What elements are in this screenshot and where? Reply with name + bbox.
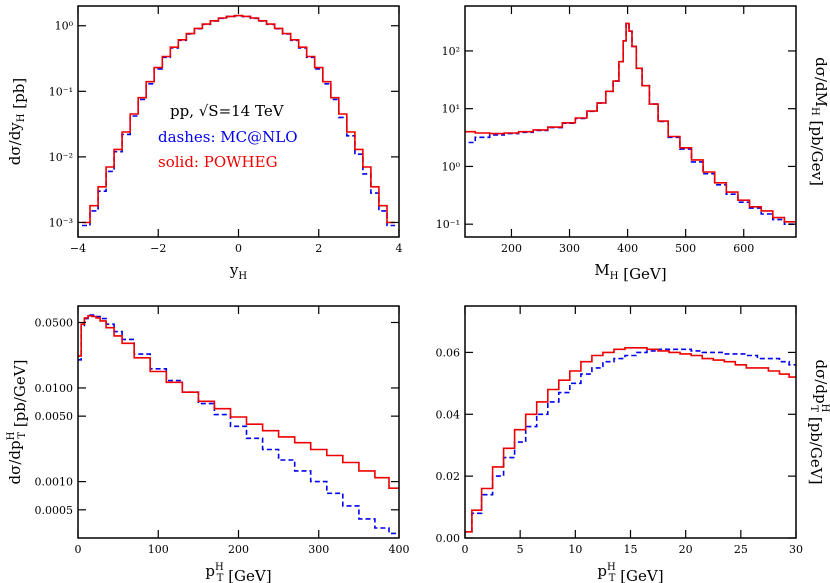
panel-pt-low: 0 5 10 15 20 25 30 0.00 0.02 0.04 0.06 pH T [GeV] dσ/… [436, 305, 830, 583]
x-tick-label: 600 [733, 242, 754, 255]
series-powheg-line [465, 347, 796, 533]
x-axis-label: pH T [GeV] [205, 562, 271, 583]
x-tick-label: 10 [568, 543, 582, 556]
x-tick-label: 15 [624, 543, 638, 556]
x-tick-label: 400 [389, 543, 410, 556]
series-mcnlo-line [465, 22, 796, 225]
y-tick-label: 10⁰ [442, 160, 461, 173]
series-mcnlo-line [78, 314, 399, 535]
y-tick-label: 0.0050 [35, 410, 74, 423]
panel-pt-wide: 0 100 200 300 400 0.0005 0.0010 0.0050 0.0100 0.0… [6, 305, 410, 583]
y-tick-label: 0.02 [436, 470, 461, 483]
x-tick-label: 100 [148, 543, 169, 556]
annotation-powheg: solid: POWHEG [158, 153, 278, 171]
y-tick-label: 0.0100 [35, 382, 74, 395]
plot-frame [77, 305, 400, 539]
x-tick-label: −2 [150, 242, 166, 255]
x-tick-label: 2 [315, 242, 322, 255]
y-tick-label: 0.06 [436, 346, 461, 359]
annotation: pp, √S=14 TeV dashes: MC@NLO solid: POWH… [158, 102, 298, 171]
series-powheg-line [78, 315, 399, 489]
plot-frame [464, 5, 797, 238]
x-tick-label: 200 [501, 242, 522, 255]
y-axis-label: dσ/dpHT [pb/GeV] [807, 360, 830, 485]
x-tick-label: 20 [679, 543, 693, 556]
y-tick-label: 0.00 [436, 532, 461, 545]
x-tick-label: 4 [396, 242, 403, 255]
panel-mass: 200 300 400 500 600 10⁻¹ 10⁰ 10¹ 10² MH [GeV] dσ/d… [436, 5, 830, 283]
y-tick-label: 0.04 [436, 408, 461, 421]
annotation-energy: pp, √S=14 TeV [170, 102, 285, 120]
y-axis-label: dσ/dMH [pb/Gev] [808, 57, 830, 186]
plot-frame [77, 5, 400, 238]
plot-frame [464, 305, 797, 539]
x-tick-label: −4 [70, 242, 86, 255]
y-tick-label: 10⁻³ [49, 216, 73, 229]
y-tick-label: 10¹ [442, 103, 460, 116]
series-mcnlo-line [82, 15, 395, 227]
x-tick-label: 0 [235, 242, 242, 255]
x-tick-label: 30 [789, 543, 803, 556]
annotation-mcatnlo: dashes: MC@NLO [158, 128, 298, 146]
y-tick-label: 0.0500 [35, 316, 74, 329]
y-tick-label: 10⁰ [55, 20, 74, 33]
y-tick-label: 0.0005 [35, 504, 74, 517]
x-tick-label: 0 [75, 543, 82, 556]
x-tick-label: 300 [559, 242, 580, 255]
y-tick-label: 10² [442, 45, 460, 58]
y-tick-label: 10⁻¹ [49, 85, 73, 98]
series-mcnlo-line [465, 348, 796, 533]
x-tick-label: 5 [517, 543, 524, 556]
x-tick-label: 200 [228, 543, 249, 556]
x-axis-label: pH T [GeV] [597, 562, 663, 583]
x-tick-label: 0 [462, 543, 469, 556]
y-tick-label: 0.0010 [35, 476, 74, 489]
y-tick-label: 10⁻¹ [436, 218, 460, 231]
y-axis-label: dσ/dyH [pb] [6, 78, 28, 165]
x-tick-label: 500 [675, 242, 696, 255]
x-tick-label: 300 [308, 543, 329, 556]
y-tick-label: 10⁻² [49, 151, 73, 164]
panel-rapidity: −4 −2 0 2 4 10⁻³ 10⁻² 10⁻¹ 10⁰ yH dσ/dyH [pb] [6, 5, 403, 282]
x-tick-label: 400 [617, 242, 638, 255]
x-axis-label: MH [GeV] [594, 261, 666, 283]
y-axis-label: dσ/dpHT [pb/GeV] [6, 360, 29, 485]
x-axis-label: yH [229, 261, 247, 282]
series-powheg-line [82, 14, 395, 224]
series-powheg-line [465, 22, 796, 223]
x-tick-label: 25 [734, 543, 748, 556]
